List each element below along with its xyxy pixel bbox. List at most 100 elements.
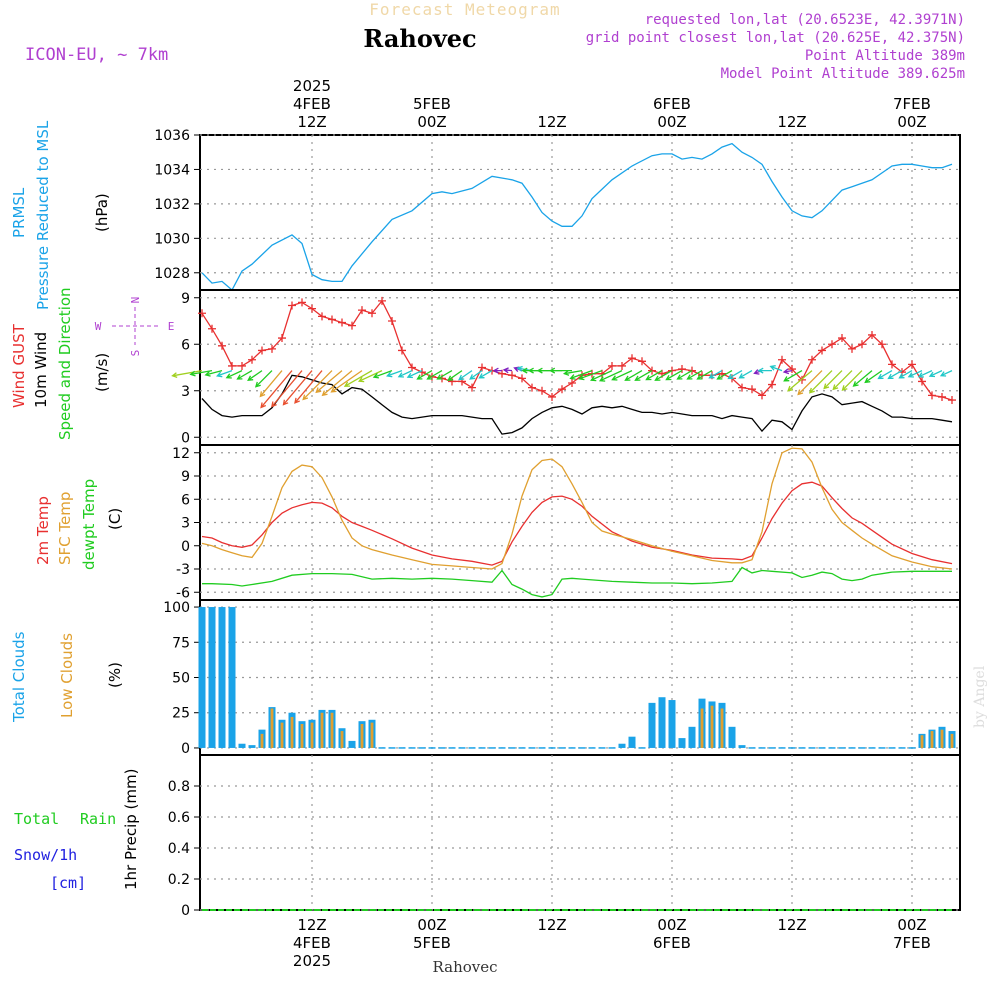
gust-marker	[888, 360, 896, 369]
point-altitude: Point Altitude 389m	[805, 48, 965, 64]
top-time-label: 12Z	[777, 113, 806, 131]
temperature-panel-labels: 2m Temp SFC Temp dewpt Temp (C)	[34, 479, 124, 570]
wind-direction-arrow	[204, 369, 223, 377]
wind-direction-arrow	[757, 367, 772, 374]
wind-gust-line	[201, 299, 953, 401]
gust-marker	[788, 365, 796, 374]
footer-station: Rahovec	[432, 958, 497, 976]
wind-direction-arrow	[321, 370, 353, 397]
gust-marker	[748, 385, 756, 394]
low-cloud-bar	[320, 712, 324, 748]
gust-marker	[268, 344, 276, 353]
wind-direction-arrow	[330, 370, 363, 393]
wind-direction-arrow	[727, 370, 743, 380]
prmsl-line	[201, 142, 953, 292]
total-label: Total	[14, 810, 59, 828]
wind-direction-arrow	[787, 370, 813, 392]
gust-marker	[328, 315, 336, 324]
wind-direction-arrow	[562, 369, 583, 376]
wind-direction-arrow	[254, 370, 273, 388]
temp-unit-label: (C)	[106, 508, 124, 530]
compass-rose: N S W E	[95, 297, 175, 357]
y-tick-label: 100	[163, 600, 190, 616]
wind-direction-arrow	[676, 370, 693, 380]
wind-direction-arrow	[708, 370, 723, 379]
top-time-label: 2025	[293, 77, 331, 95]
low-cloud-bar	[940, 729, 944, 748]
cloud-unit-label: (%)	[106, 662, 124, 688]
gust-marker	[528, 383, 536, 392]
wind-direction-arrow	[549, 367, 572, 374]
gust-marker	[948, 396, 956, 405]
y-tick-label: 1030	[154, 231, 190, 247]
pressure-desc-label: Pressure Reduced to MSL	[34, 120, 52, 310]
y-tick-label: 75	[172, 635, 190, 651]
low-cloud-bar	[300, 724, 304, 748]
wind-panel: 0 3 6 9	[171, 289, 961, 446]
y-tick-label: 1034	[154, 162, 190, 178]
wind-direction-arrow	[887, 370, 903, 380]
gust-marker	[408, 363, 416, 372]
10m-wind-line	[201, 374, 953, 435]
y-tick-label: 0	[181, 903, 190, 919]
top-time-label: 7FEB	[893, 95, 931, 113]
wind-direction-arrow	[478, 370, 493, 379]
gust-marker	[828, 340, 836, 349]
y-tick-label: 0.4	[168, 841, 190, 857]
y-tick-label: 3	[181, 384, 190, 400]
gust-marker	[878, 340, 886, 349]
wind-direction-arrow	[823, 370, 843, 390]
wind-direction-arrow	[294, 370, 323, 404]
y-tick-label: 50	[172, 671, 190, 687]
precip-panel-labels: Total Rain Snow/1h [cm] 1hr Precip (mm)	[14, 769, 140, 892]
wind-direction-arrow	[343, 370, 373, 387]
wind-direction-arrow	[864, 370, 883, 384]
model-label: ICON-EU, ~ 7km	[25, 45, 168, 65]
wind-direction-arrow	[590, 370, 613, 382]
gust-marker	[638, 357, 646, 366]
wind-direction-arrow	[171, 369, 203, 379]
wind-direction-arrow	[216, 369, 233, 378]
total-cloud-bar	[678, 738, 686, 748]
temp2m-label: 2m Temp	[34, 496, 52, 565]
gust-marker	[678, 365, 686, 374]
gust-marker	[618, 361, 626, 370]
gust-marker	[478, 363, 486, 372]
wind-direction-arrow	[578, 369, 603, 381]
wind-direction-arrow	[416, 370, 433, 380]
gust-marker	[248, 355, 256, 364]
wind-direction-arrow	[492, 367, 502, 374]
total-cloud-bar	[348, 740, 356, 748]
gust-marker	[278, 334, 286, 343]
compass-s: S	[129, 350, 142, 357]
bottom-time-label: 00Z	[897, 916, 926, 934]
wind-direction-arrow	[797, 370, 823, 396]
wind-direction-arrow	[469, 370, 483, 380]
precip-axis-label: 1hr Precip (mm)	[122, 769, 140, 890]
gust-marker	[548, 392, 556, 401]
gust-marker	[808, 355, 816, 364]
model-point-altitude: Model Point Altitude 389.625m	[721, 66, 965, 82]
gust-marker	[738, 383, 746, 392]
bottom-time-label: 12Z	[297, 916, 326, 934]
2m-temp-line	[201, 481, 953, 566]
wind-panel-labels: Wind GUST 10m Wind Speed and Direction (…	[10, 287, 174, 440]
total-cloud-bar	[688, 726, 696, 748]
y-tick-label: -3	[176, 562, 190, 578]
prmsl-label: PRMSL	[10, 187, 28, 238]
gust-marker	[368, 309, 376, 318]
precip-frame	[199, 754, 961, 911]
wind-direction-arrow	[769, 365, 783, 372]
bottom-time-label: 12Z	[777, 916, 806, 934]
total-clouds-label: Total Clouds	[10, 631, 28, 723]
gust-marker	[868, 330, 876, 339]
top-time-label: 5FEB	[413, 95, 451, 113]
bottom-time-label: 12Z	[537, 916, 566, 934]
wind-direction-arrow	[282, 370, 313, 406]
wind-direction-arrow	[611, 370, 633, 381]
panels: 102810301032103410360369-6-3036912025507…	[154, 128, 961, 919]
gust-marker	[768, 380, 776, 389]
grid-point-coords: grid point closest lon,lat (20.625E, 42.…	[586, 30, 965, 46]
gust-marker	[608, 361, 616, 370]
wind-direction-arrow	[436, 370, 453, 380]
